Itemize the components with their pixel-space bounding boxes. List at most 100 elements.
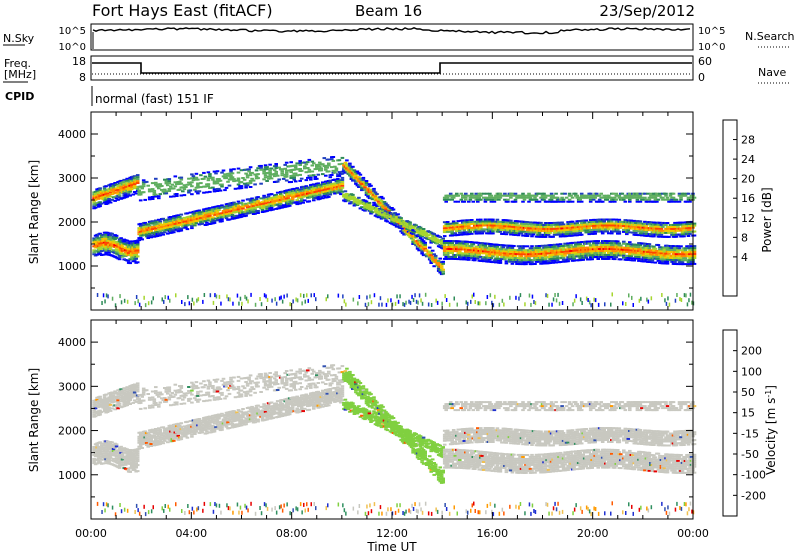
- power-cell: [568, 193, 572, 195]
- power-cell: [330, 166, 334, 168]
- power-cell: [660, 228, 664, 230]
- noise-left-tick-top: 10^5: [59, 26, 86, 37]
- power-speckle: [467, 302, 469, 306]
- power-cell: [207, 179, 211, 181]
- power-cell: [294, 165, 298, 167]
- power-cell: [509, 197, 513, 199]
- power-cell: [305, 163, 309, 165]
- station-title: Fort Hays East (fitACF): [92, 1, 273, 20]
- date-label: 23/Sep/2012: [599, 2, 695, 20]
- power-cell: [208, 191, 212, 193]
- power-cell: [314, 176, 318, 178]
- power-cell: [450, 231, 454, 233]
- power-speckle: [292, 299, 294, 303]
- power-cell: [190, 227, 194, 229]
- power-cell: [460, 199, 464, 201]
- power-cell: [499, 231, 503, 233]
- power-cell: [274, 173, 278, 175]
- power-speckle: [666, 302, 668, 306]
- power-cell: [527, 257, 531, 259]
- power-cell: [142, 185, 146, 187]
- power-cell: [648, 243, 652, 245]
- power-cell: [341, 183, 345, 185]
- power-cell: [481, 221, 485, 223]
- power-cell: [628, 201, 632, 203]
- power-cell: [151, 198, 155, 200]
- power-speckle: [604, 302, 606, 306]
- power-cell: [294, 167, 298, 169]
- power-speckle: [145, 303, 147, 307]
- power-cell: [440, 265, 444, 267]
- power-cell: [315, 178, 319, 180]
- power-cell: [615, 193, 619, 195]
- power-cell: [348, 163, 352, 165]
- power-speckle: [276, 302, 278, 306]
- power-cell: [168, 180, 172, 182]
- power-cell: [463, 229, 467, 231]
- power-speckle: [669, 303, 671, 307]
- power-cell: [511, 193, 515, 195]
- power-cell: [309, 177, 313, 179]
- power-cell: [162, 234, 166, 236]
- power-cell: [178, 181, 182, 183]
- power-cell: [505, 262, 509, 264]
- power-cell: [214, 172, 218, 174]
- power-cell: [544, 236, 548, 238]
- power-speckle: [202, 300, 204, 304]
- power-cell: [327, 163, 331, 165]
- power-cell: [237, 178, 241, 180]
- power-cell: [505, 233, 509, 235]
- power-cell: [572, 232, 576, 234]
- power-cell: [231, 172, 235, 174]
- power-cell: [240, 169, 244, 171]
- power-speckle: [280, 296, 282, 300]
- power-cell: [481, 232, 485, 234]
- power-speckle: [264, 293, 266, 297]
- power-cell: [450, 242, 454, 244]
- power-cell: [481, 246, 485, 248]
- power-speckle: [587, 298, 589, 302]
- power-cell: [163, 189, 167, 191]
- power-cell: [449, 193, 453, 195]
- power-cell: [149, 236, 153, 238]
- power-cell: [207, 183, 211, 185]
- power-cell: [168, 190, 172, 192]
- power-cell: [300, 198, 304, 200]
- power-cell: [602, 221, 606, 223]
- power-cell: [231, 176, 235, 178]
- power-cell: [681, 261, 685, 263]
- power-cell: [301, 202, 305, 204]
- power-speckle: [475, 300, 477, 304]
- power-speckle: [151, 300, 153, 304]
- power-cell: [256, 212, 260, 214]
- power-speckle: [667, 296, 669, 300]
- power-cell: [157, 195, 161, 197]
- power-cell: [271, 209, 275, 211]
- power-cell: [249, 186, 253, 188]
- power-cell: [219, 190, 223, 192]
- power-cell: [663, 255, 667, 257]
- power-cell: [572, 231, 576, 233]
- power-cell: [541, 259, 545, 261]
- power-speckle: [532, 295, 534, 299]
- power-cell: [189, 189, 193, 191]
- power-speckle: [503, 303, 505, 307]
- power-cell: [521, 201, 525, 203]
- power-speckle: [414, 293, 416, 297]
- power-cell: [136, 182, 140, 184]
- power-cell: [470, 233, 474, 235]
- power-cell: [136, 246, 140, 248]
- power-cell: [320, 167, 324, 169]
- power-cell: [193, 224, 197, 226]
- power-cell: [514, 201, 518, 203]
- power-cell: [502, 246, 506, 248]
- power-speckle: [345, 303, 347, 307]
- power-speckle: [622, 301, 624, 305]
- power-cell: [639, 201, 643, 203]
- power-cell: [136, 255, 140, 257]
- power-cell: [618, 195, 622, 197]
- power-cell: [285, 176, 289, 178]
- power-cell: [270, 193, 274, 195]
- power-speckle: [240, 297, 242, 301]
